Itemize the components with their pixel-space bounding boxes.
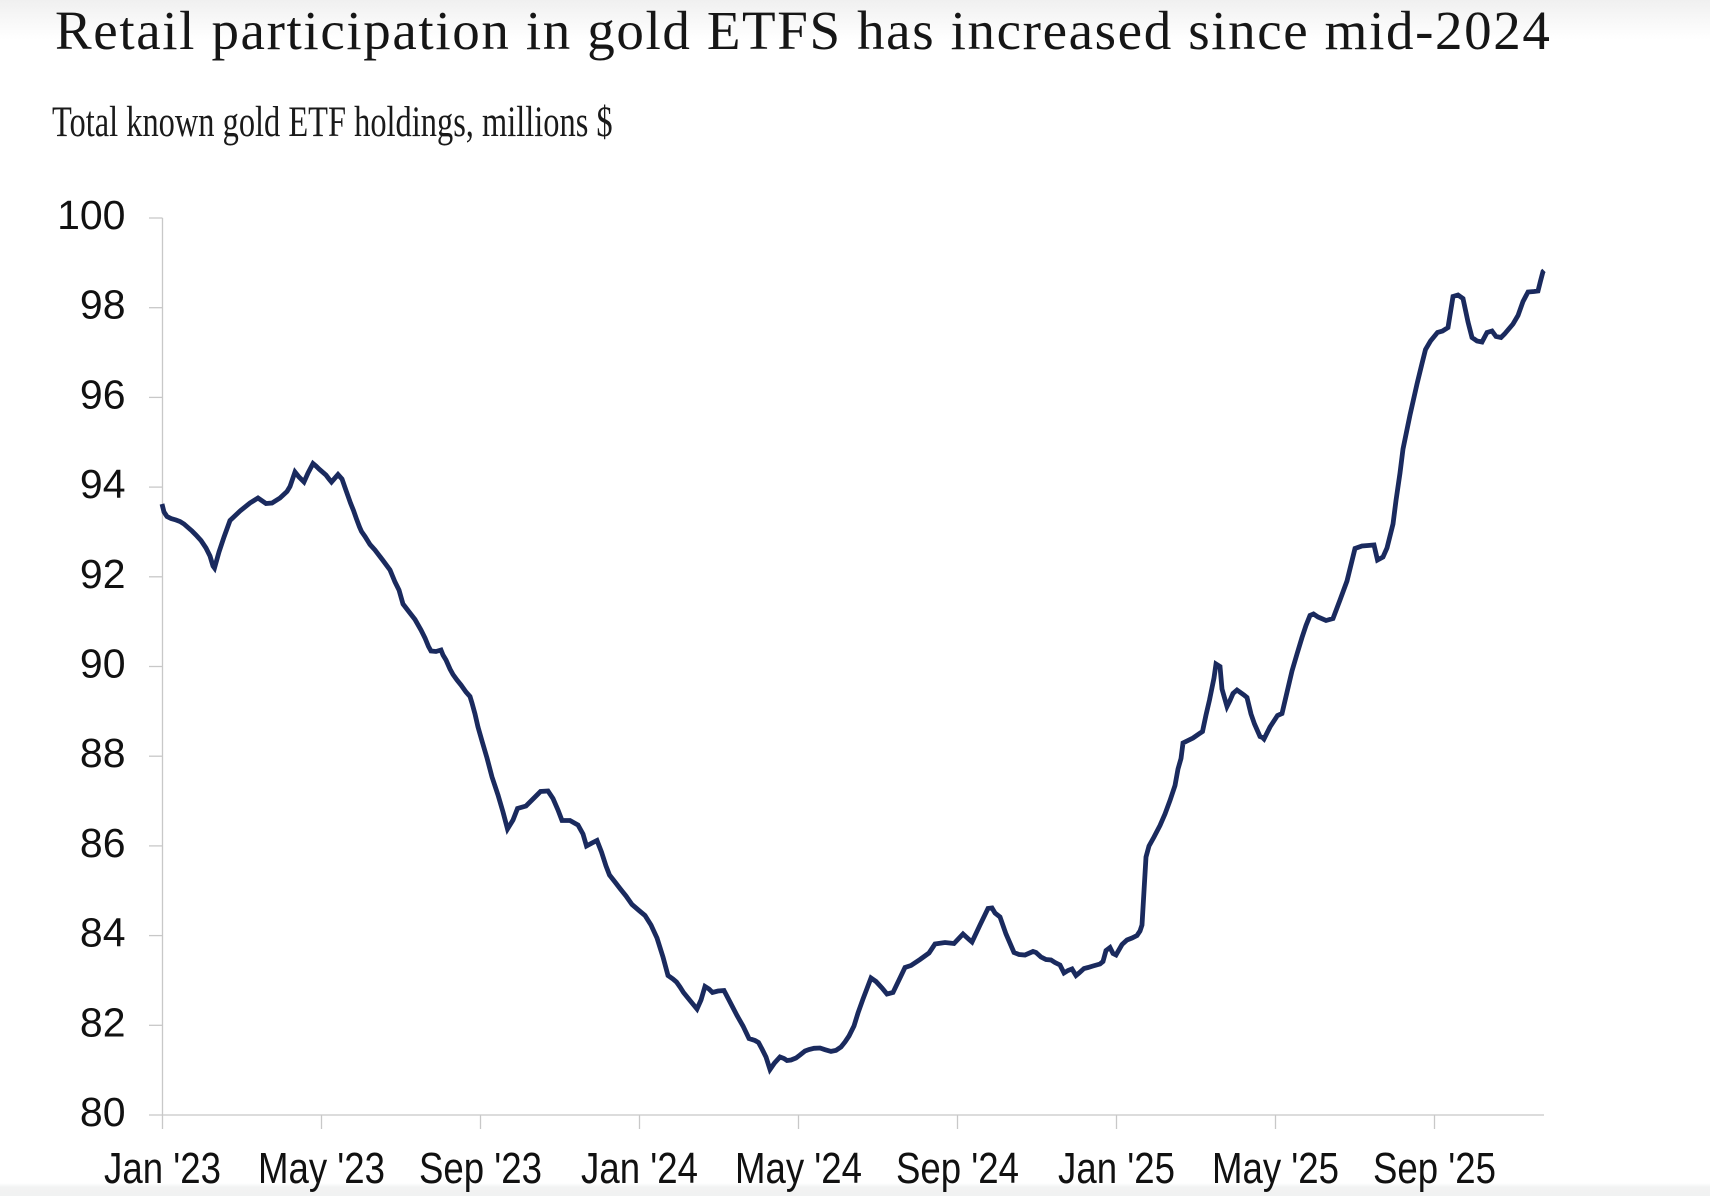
svg-text:Jan '25: Jan '25: [1058, 1143, 1175, 1193]
svg-text:86: 86: [80, 820, 126, 866]
svg-text:Sep '23: Sep '23: [419, 1143, 542, 1193]
svg-text:Sep '25: Sep '25: [1373, 1143, 1496, 1193]
svg-text:Sep '24: Sep '24: [896, 1143, 1019, 1193]
svg-text:92: 92: [80, 551, 126, 597]
svg-text:94: 94: [80, 461, 126, 507]
svg-text:90: 90: [80, 641, 126, 687]
svg-text:May '25: May '25: [1212, 1143, 1339, 1193]
svg-text:84: 84: [80, 910, 126, 956]
svg-text:98: 98: [80, 282, 126, 328]
svg-text:Jan '24: Jan '24: [581, 1143, 698, 1193]
svg-text:80: 80: [80, 1089, 126, 1135]
svg-text:96: 96: [80, 371, 126, 417]
svg-text:82: 82: [80, 999, 126, 1045]
svg-text:Jan '23: Jan '23: [104, 1143, 221, 1193]
svg-text:88: 88: [80, 730, 126, 776]
svg-text:May '24: May '24: [735, 1143, 862, 1193]
svg-text:May '23: May '23: [258, 1143, 385, 1193]
svg-text:100: 100: [57, 192, 125, 238]
